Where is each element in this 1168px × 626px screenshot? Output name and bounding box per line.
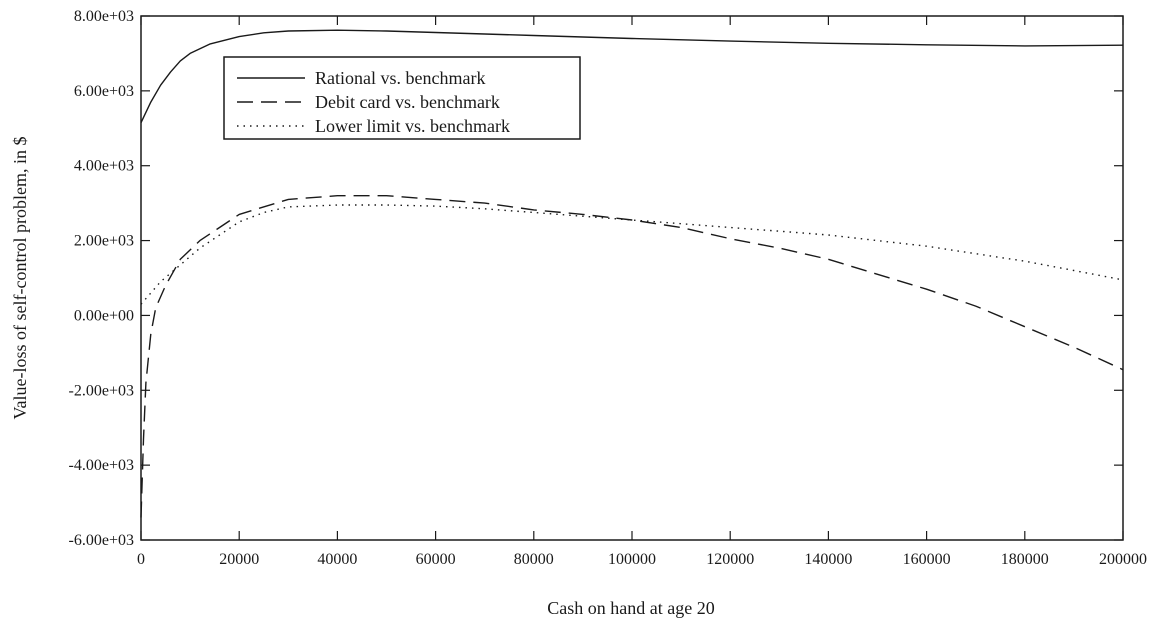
y-tick-label: -2.00e+03 (69, 382, 134, 399)
y-tick-label: -6.00e+03 (69, 532, 134, 549)
y-tick-label: -4.00e+03 (69, 457, 134, 474)
x-tick-label: 0 (137, 551, 145, 568)
x-tick-label: 120000 (706, 551, 754, 568)
y-tick-label: 2.00e+03 (74, 233, 134, 250)
series-line-2 (140, 195, 1124, 518)
y-axis-label: Value-loss of self-control problem, in $ (10, 137, 30, 420)
series-line-1 (140, 29, 1124, 124)
y-tick-label: 6.00e+03 (74, 83, 134, 100)
legend: Rational vs. benchmark Debit card vs. ben… (223, 56, 581, 140)
y-tick-label: 0.00e+00 (74, 307, 134, 324)
x-tick-label: 140000 (804, 551, 852, 568)
x-tick-label: 100000 (608, 551, 656, 568)
x-axis-label: Cash on hand at age 20 (547, 598, 714, 618)
y-tick-label: 8.00e+03 (74, 8, 134, 25)
x-tick-label: 160000 (903, 551, 951, 568)
x-tick-label: 60000 (416, 551, 456, 568)
legend-label-1: Rational vs. benchmark (315, 68, 485, 88)
legend-label-3: Lower limit vs. benchmark (315, 116, 510, 136)
series-layer (140, 29, 1124, 518)
x-tick-label: 80000 (514, 551, 554, 568)
x-tick-label: 200000 (1099, 551, 1147, 568)
x-tick-label: 40000 (317, 551, 357, 568)
y-axis-ticks: -6.00e+03 -4.00e+03 -2.00e+03 0.00e+00 2.00e… (69, 8, 1123, 549)
legend-label-2: Debit card vs. benchmark (315, 92, 500, 112)
x-tick-label: 180000 (1001, 551, 1049, 568)
x-tick-label: 20000 (219, 551, 259, 568)
x-axis-ticks: 0 20000 40000 60000 80000 100000 120000 140000 1… (137, 16, 1147, 568)
y-tick-label: 4.00e+03 (74, 158, 134, 175)
legend-items: Rational vs. benchmark Debit card vs. ben… (237, 68, 510, 136)
